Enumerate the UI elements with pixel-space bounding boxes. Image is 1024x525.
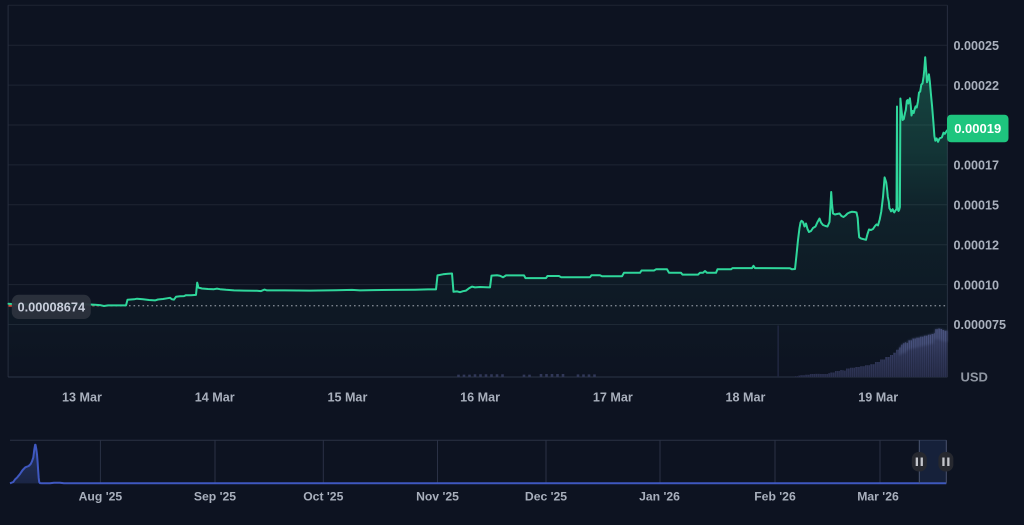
svg-text:0.00015: 0.00015: [954, 199, 1000, 213]
svg-text:0.00010: 0.00010: [954, 278, 1000, 292]
svg-text:0.00022: 0.00022: [954, 79, 1000, 93]
svg-text:15 Mar: 15 Mar: [327, 391, 367, 405]
svg-text:0.00019: 0.00019: [954, 121, 1001, 136]
svg-text:USD: USD: [961, 369, 988, 384]
svg-text:17 Mar: 17 Mar: [593, 391, 633, 405]
svg-text:14 Mar: 14 Mar: [195, 391, 235, 405]
svg-text:18 Mar: 18 Mar: [726, 391, 766, 405]
svg-text:Dec '25: Dec '25: [525, 490, 567, 504]
svg-text:19 Mar: 19 Mar: [858, 391, 898, 405]
svg-text:Feb '26: Feb '26: [754, 490, 796, 504]
svg-text:0.00012: 0.00012: [954, 238, 1000, 252]
svg-text:Oct '25: Oct '25: [303, 490, 343, 504]
svg-text:Sep '25: Sep '25: [194, 490, 236, 504]
svg-text:0.00008674: 0.00008674: [18, 300, 86, 315]
svg-text:0.000075: 0.000075: [954, 318, 1007, 332]
svg-text:0.00017: 0.00017: [954, 159, 1000, 173]
svg-text:16 Mar: 16 Mar: [460, 391, 500, 405]
svg-text:13 Mar: 13 Mar: [62, 391, 102, 405]
svg-text:Aug '25: Aug '25: [79, 490, 123, 504]
svg-text:Nov '25: Nov '25: [416, 490, 459, 504]
svg-text:0.00025: 0.00025: [954, 39, 1000, 53]
svg-text:Jan '26: Jan '26: [639, 490, 680, 504]
svg-text:Mar '26: Mar '26: [857, 490, 899, 504]
